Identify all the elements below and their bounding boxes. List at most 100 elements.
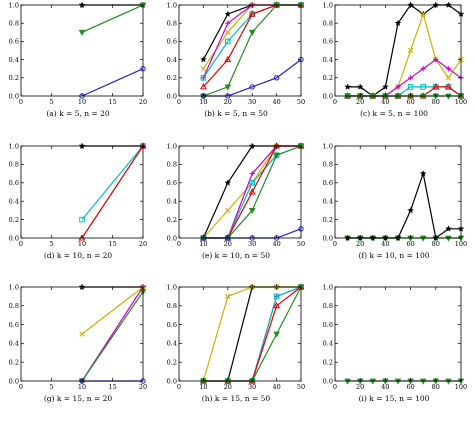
x-tick-label: 20 (356, 98, 364, 106)
plot-area (78, 1, 147, 99)
data-point-s3-p9 (445, 66, 451, 72)
y-tick-label: 0.2 (323, 74, 333, 82)
y-tick-label: 0.0 (323, 234, 333, 242)
plot-area (199, 1, 305, 100)
y-tick-label: 0.2 (167, 74, 177, 82)
x-tick-label: 60 (406, 240, 414, 248)
subplot-caption: (i) k = 15, n = 100 (359, 394, 430, 403)
y-tick-label: 1.0 (167, 142, 177, 150)
series-line-2 (81, 286, 144, 335)
data-point-s4-p2 (225, 38, 231, 45)
x-tick-label: 0 (177, 240, 181, 248)
x-tick-label: 10 (199, 240, 207, 248)
data-point-s2-p9 (445, 75, 452, 81)
x-tick-label: 5 (49, 98, 53, 106)
y-tick-label: 0.6 (323, 38, 333, 46)
y-tick-label: 0.8 (167, 20, 177, 28)
series-line-1 (203, 286, 301, 382)
data-point-s4-p4 (273, 293, 280, 300)
x-tick-label: 0 (333, 98, 337, 106)
x-tick-label: 15 (108, 240, 116, 248)
subplot-4: 0 5 10 15 20 0.0 0.2 0.4 0.6 0.8 1.0 (d) k = 10, n … (9, 142, 147, 260)
y-tick-label: 1.0 (9, 142, 19, 150)
subplot-caption: (e) k = 10, n = 50 (202, 251, 270, 260)
data-point-s4-p7 (420, 84, 426, 90)
y-tick-label: 0.4 (9, 198, 19, 206)
x-tick-label: 80 (432, 98, 440, 106)
series-line-2 (347, 12, 462, 97)
y-tick-label: 0.8 (9, 20, 19, 28)
y-tick-label: 0.4 (9, 340, 19, 348)
x-tick-label: 0 (19, 98, 23, 106)
plot-area (78, 142, 147, 241)
y-tick-label: 1.0 (167, 1, 177, 9)
x-tick-label: 40 (381, 98, 389, 106)
x-tick-label: 15 (108, 98, 116, 106)
data-point-s1-p2 (224, 179, 232, 186)
subplot-caption: (c) k = 5, n = 100 (360, 109, 428, 118)
data-point-s1-p1 (200, 56, 207, 63)
x-tick-label: 0 (333, 383, 337, 391)
x-tick-label: 40 (381, 383, 389, 391)
data-point-s6-p3 (248, 207, 256, 215)
x-tick-label: 10 (78, 98, 86, 106)
y-tick-label: 1.0 (9, 1, 19, 9)
data-point-s5-p3 (248, 10, 256, 17)
x-tick-label: 0 (177, 98, 181, 106)
subplot-2: 0 10 20 30 40 50 0.0 0.2 0.4 0.6 0.8 1.0 (b) k = 5, … (167, 1, 305, 118)
data-point-s5-p1 (199, 83, 207, 90)
y-tick-label: 1.0 (323, 1, 333, 9)
series-line-2 (202, 286, 301, 382)
y-tick-label: 0.6 (323, 321, 333, 329)
y-tick-label: 0.2 (323, 216, 333, 224)
y-tick-label: 0.0 (167, 377, 177, 385)
y-tick-label: 0.4 (9, 56, 19, 64)
y-tick-label: 0.8 (9, 302, 19, 310)
data-point-s5-p4 (273, 301, 281, 309)
y-tick-label: 0.0 (167, 234, 177, 242)
data-point-s1-p2 (224, 10, 232, 17)
data-point-s2-p6 (407, 206, 414, 214)
x-tick-label: 10 (78, 240, 86, 248)
x-tick-label: 50 (297, 98, 305, 106)
y-tick-label: 0.8 (323, 161, 333, 169)
x-tick-label: 20 (139, 240, 147, 248)
y-tick-label: 0.0 (323, 377, 333, 385)
data-point-s7-p3 (249, 84, 255, 90)
x-tick-label: 40 (272, 383, 280, 391)
data-point-s6-p2 (224, 84, 232, 91)
y-tick-label: 1.0 (323, 142, 333, 150)
data-point-s3-p8 (433, 57, 439, 63)
y-tick-label: 0.4 (323, 198, 333, 206)
x-tick-label: 10 (199, 98, 207, 106)
data-point-s3-p3 (249, 171, 255, 177)
y-tick-label: 0.4 (167, 340, 177, 348)
x-tick-label: 100 (455, 383, 467, 391)
series-line-5 (203, 145, 301, 239)
x-tick-label: 30 (248, 98, 256, 106)
y-tick-label: 0.6 (167, 179, 177, 187)
y-tick-label: 0.4 (167, 56, 177, 64)
x-tick-label: 80 (432, 240, 440, 248)
y-tick-label: 0.4 (323, 56, 333, 64)
data-point-s3-p2 (225, 20, 231, 26)
x-tick-label: 0 (177, 383, 181, 391)
y-tick-label: 1.0 (167, 283, 177, 291)
axes-frame (20, 4, 144, 97)
x-tick-label: 60 (406, 383, 414, 391)
x-tick-label: 30 (248, 383, 256, 391)
y-tick-label: 0.2 (167, 216, 177, 224)
y-tick-label: 0.6 (9, 179, 19, 187)
data-point-s3-p7 (420, 66, 426, 72)
y-tick-label: 0.6 (323, 179, 333, 187)
axes-frame (178, 4, 302, 97)
data-point-s6-p4 (273, 331, 280, 338)
y-tick-label: 1.0 (323, 283, 333, 291)
data-point-s5-p8 (432, 83, 440, 90)
subplot-3: 0 20 40 60 80 100 0.0 0.2 0.4 0.6 0.8 1.0 (c) k = 5,… (323, 1, 468, 118)
data-point-s2-p9 (445, 225, 452, 232)
y-tick-label: 0.4 (323, 340, 333, 348)
data-point-s6-p4 (273, 152, 280, 159)
